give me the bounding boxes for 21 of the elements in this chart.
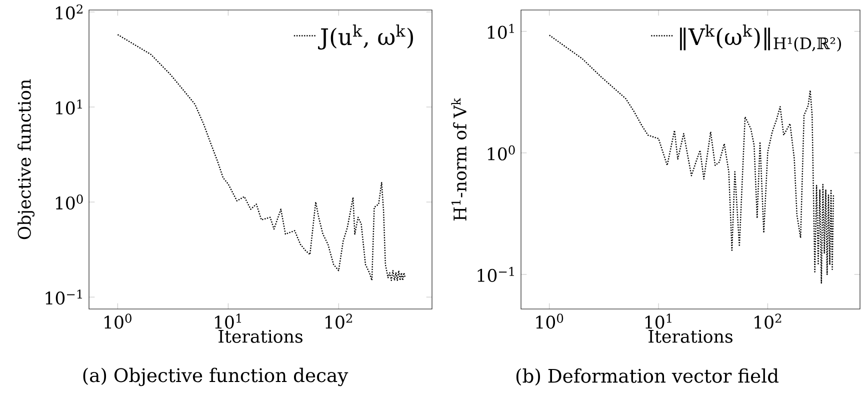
x-tick-label: 10$^{0}$ (104, 314, 132, 329)
y-axis-title: H$^{1}$-norm of V$^{k}$ (451, 98, 467, 221)
legend-label: ‖V$^{k}$(ω$^{k}$)‖$_{H¹(D,ℝ²)}$ (680, 24, 841, 52)
y-tick-label: 10$^{−1}$ (478, 266, 514, 282)
y-tick-label: 10$^{−1}$ (46, 290, 82, 305)
y-axis-title: Objective function (18, 79, 35, 240)
x-tick-label: 10$^{1}$ (645, 314, 672, 329)
x-tick-label: 10$^{2}$ (754, 314, 782, 329)
text: (b) Deformation vector field (516, 368, 778, 386)
y-tick-label: 10$^{0}$ (56, 194, 83, 210)
text: (a) Objective function decay (83, 368, 348, 386)
x-tick-label: 10$^{2}$ (326, 314, 352, 329)
y-tick-label: 10$^{1}$ (488, 24, 514, 39)
y-tick-label: 10$^{1}$ (56, 100, 82, 115)
legend-label: J(u$^{k}$, ω$^{k}$) (318, 24, 413, 50)
x-axis-title: Iterations (218, 330, 302, 343)
x-axis-title: Iterations (648, 330, 732, 343)
x-tick-label: 10$^{0}$ (536, 314, 564, 329)
y-tick-label: 10$^{2}$ (56, 4, 82, 20)
y-tick-label: 10$^{0}$ (488, 145, 515, 160)
x-tick-label: 10$^{1}$ (215, 314, 241, 329)
